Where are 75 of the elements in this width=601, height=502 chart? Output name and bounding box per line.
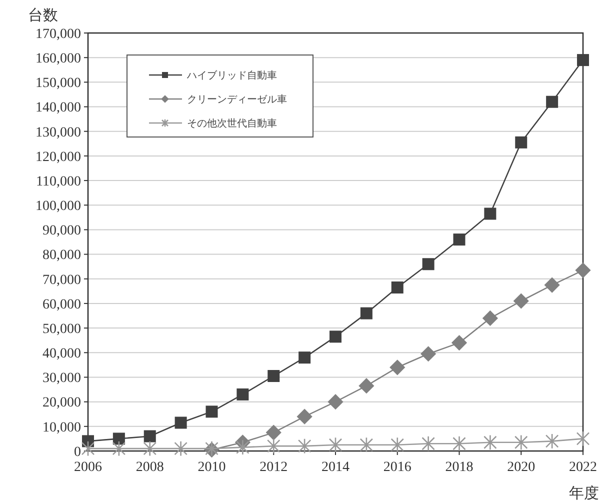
x-tick-label: 2020 (507, 460, 536, 475)
point (266, 424, 282, 440)
point (236, 388, 249, 400)
point (236, 439, 250, 456)
y-tick-label: 80,000 (42, 248, 81, 264)
point (576, 430, 590, 447)
y-tick-label: 60,000 (42, 297, 81, 312)
y-tick-label: 70,000 (42, 272, 81, 288)
legend-label: ハイブリッド自動車 (186, 70, 277, 82)
y-tick-label: 30,000 (42, 371, 81, 386)
point (330, 330, 342, 343)
legend-label: クリーンディーゼル車 (187, 94, 287, 106)
y-tick-label: 170,000 (36, 26, 81, 42)
point (484, 434, 497, 450)
point (296, 408, 312, 424)
y-tick-label: 10,000 (42, 420, 81, 436)
point (266, 438, 280, 454)
y-tick-label: 100,000 (36, 199, 81, 214)
point (452, 436, 466, 452)
x-axis-title: 年度 (569, 485, 599, 502)
x-tick-label: 2008 (136, 460, 164, 475)
point (422, 258, 434, 270)
point (174, 416, 187, 429)
point (575, 262, 591, 278)
point (328, 394, 344, 410)
point (484, 208, 496, 220)
point (577, 54, 589, 66)
y-tick-label: 90,000 (42, 224, 81, 239)
point (390, 360, 406, 376)
x-tick-label: 2010 (198, 460, 226, 475)
point (144, 430, 156, 442)
x-tick-label: 2014 (322, 460, 350, 475)
y-tick-label: 50,000 (42, 322, 81, 337)
point (422, 436, 435, 452)
point (451, 335, 468, 351)
y-axis-title: 台数 (28, 7, 58, 24)
point (268, 370, 280, 382)
point (391, 281, 404, 294)
point (420, 346, 436, 362)
y-tick-label: 110,000 (36, 174, 81, 190)
y-tick-label: 0 (74, 444, 81, 460)
y-tick-label: 120,000 (36, 150, 81, 165)
y-tick-label: 150,000 (36, 76, 81, 92)
legend-label: その他次世代自動車 (187, 118, 277, 130)
point (143, 440, 157, 456)
point (513, 293, 529, 309)
y-tick-label: 40,000 (42, 346, 81, 362)
point (544, 277, 560, 293)
point (390, 437, 404, 453)
point (514, 434, 528, 450)
point (546, 96, 558, 108)
point (112, 432, 125, 445)
y-tick-label: 140,000 (36, 100, 81, 116)
x-tick-label: 2006 (74, 460, 102, 475)
x-tick-label: 2012 (260, 460, 288, 475)
point (482, 310, 498, 326)
point (112, 440, 126, 456)
point (358, 378, 374, 394)
y-tick-label: 130,000 (36, 125, 81, 140)
point (174, 440, 188, 456)
point (206, 406, 218, 418)
point (328, 437, 342, 453)
point (360, 437, 374, 453)
x-tick-label: 2022 (569, 460, 597, 475)
point (360, 307, 372, 320)
point (298, 352, 311, 364)
point (453, 234, 466, 246)
y-tick-label: 20,000 (42, 396, 81, 411)
y-tick-label: 160,000 (36, 51, 81, 66)
x-tick-label: 2016 (383, 460, 412, 475)
point (81, 440, 95, 456)
point (545, 433, 559, 450)
point (298, 438, 312, 454)
x-tick-label: 2018 (445, 460, 474, 475)
point (515, 136, 528, 148)
